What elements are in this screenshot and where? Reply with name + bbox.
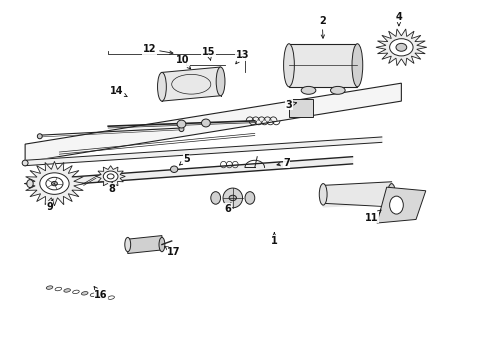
Ellipse shape xyxy=(103,171,118,182)
Ellipse shape xyxy=(125,237,131,252)
Ellipse shape xyxy=(390,39,413,56)
Ellipse shape xyxy=(201,119,210,127)
Ellipse shape xyxy=(223,188,243,208)
Polygon shape xyxy=(289,44,357,87)
Polygon shape xyxy=(289,99,314,117)
Text: 2: 2 xyxy=(319,17,325,38)
Ellipse shape xyxy=(390,196,403,214)
Polygon shape xyxy=(376,29,427,66)
Ellipse shape xyxy=(216,67,225,96)
Ellipse shape xyxy=(46,177,63,190)
Polygon shape xyxy=(162,67,220,101)
Text: 16: 16 xyxy=(94,287,108,301)
Ellipse shape xyxy=(40,173,69,194)
Ellipse shape xyxy=(27,180,33,188)
Text: 4: 4 xyxy=(395,12,402,26)
Text: 10: 10 xyxy=(176,55,191,69)
Polygon shape xyxy=(323,182,392,207)
Ellipse shape xyxy=(211,192,220,204)
Ellipse shape xyxy=(171,166,178,172)
Text: 17: 17 xyxy=(165,246,181,257)
Ellipse shape xyxy=(396,43,407,51)
Text: 15: 15 xyxy=(201,46,215,60)
Ellipse shape xyxy=(107,174,114,179)
Ellipse shape xyxy=(64,289,71,292)
Ellipse shape xyxy=(352,44,363,87)
Text: 5: 5 xyxy=(179,154,190,165)
Ellipse shape xyxy=(51,181,57,186)
Text: 3: 3 xyxy=(286,100,296,110)
Polygon shape xyxy=(377,187,426,223)
Text: 8: 8 xyxy=(109,183,116,194)
Text: 6: 6 xyxy=(224,203,231,214)
Text: 13: 13 xyxy=(236,50,249,64)
Ellipse shape xyxy=(159,237,165,252)
Polygon shape xyxy=(25,137,382,166)
Ellipse shape xyxy=(319,184,327,205)
Ellipse shape xyxy=(99,294,106,298)
Polygon shape xyxy=(24,161,85,206)
Ellipse shape xyxy=(229,195,237,201)
Ellipse shape xyxy=(177,120,186,128)
Ellipse shape xyxy=(37,134,42,139)
Text: 12: 12 xyxy=(143,44,173,54)
Ellipse shape xyxy=(81,292,88,295)
Ellipse shape xyxy=(331,86,345,94)
Text: 1: 1 xyxy=(271,233,278,246)
Polygon shape xyxy=(96,166,125,187)
Polygon shape xyxy=(25,83,401,162)
Polygon shape xyxy=(128,235,162,253)
Text: 7: 7 xyxy=(277,158,290,168)
Ellipse shape xyxy=(284,44,294,87)
Ellipse shape xyxy=(245,192,255,204)
Text: 14: 14 xyxy=(110,86,127,96)
Text: 9: 9 xyxy=(46,199,53,212)
Ellipse shape xyxy=(46,286,53,289)
Polygon shape xyxy=(30,157,352,187)
Ellipse shape xyxy=(301,86,316,94)
Text: 11: 11 xyxy=(365,210,381,222)
Ellipse shape xyxy=(179,127,184,132)
Ellipse shape xyxy=(158,72,166,101)
Ellipse shape xyxy=(22,160,28,166)
Ellipse shape xyxy=(388,184,395,205)
